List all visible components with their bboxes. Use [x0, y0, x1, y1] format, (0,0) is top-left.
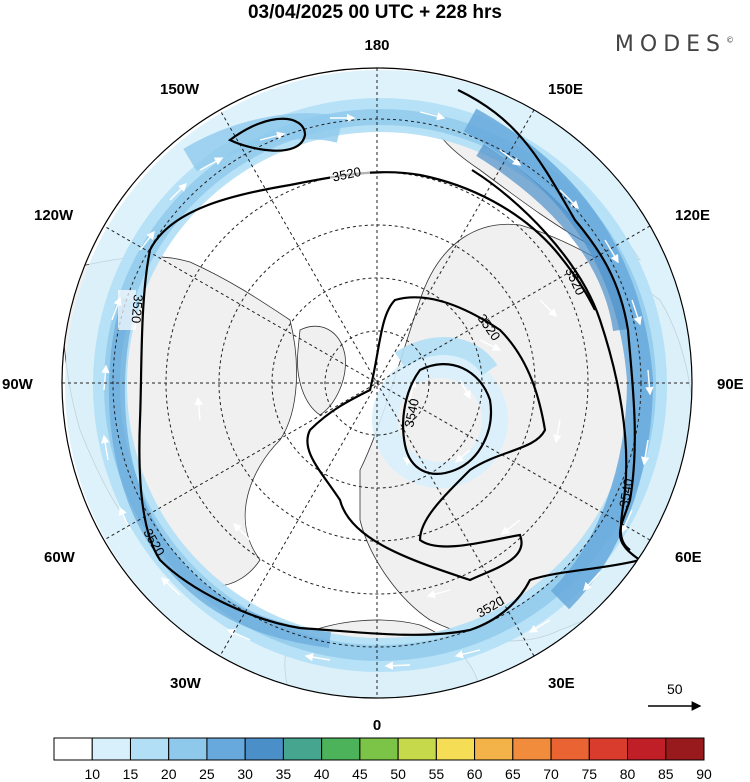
contour-label-3520-top: 3520 [331, 164, 362, 185]
lon-label-180: 180 [364, 37, 389, 54]
colorbar-swatch [282, 737, 323, 761]
colorbar-swatch [397, 737, 437, 761]
colorbar-tick-label: 80 [620, 766, 636, 782]
colorbar-tick-label: 10 [84, 766, 100, 782]
lon-label-120e: 120E [675, 207, 710, 224]
lon-label-0: 0 [373, 717, 381, 734]
colorbar-tick-label: 25 [199, 766, 215, 782]
colorbar-tick-label: 35 [276, 766, 292, 782]
greenland [297, 325, 346, 416]
colorbar-swatch [512, 737, 552, 761]
colorbar-swatch [91, 737, 131, 761]
brand-mark: © [726, 35, 734, 45]
colorbar-swatch [53, 737, 93, 761]
contour-labels: 3520 3520 3520 3520 3520 3520 3540 3540 [118, 164, 636, 621]
colorbar-swatch [129, 737, 170, 761]
colorbar: 10 15 20 25 30 35 40 45 50 55 60 65 70 75 80 85 90 [53, 737, 712, 782]
lon-label-60e: 60E [675, 549, 702, 566]
map-title: 03/04/2025 00 UTC + 228 hrs [247, 2, 503, 23]
reference-vector-label: 50 [667, 681, 683, 697]
brand-name: MODES [614, 32, 726, 57]
colorbar-swatch [206, 737, 246, 761]
contour-3540-inner [402, 363, 493, 475]
colorbar-swatch [474, 737, 514, 761]
colorbar-tick-label: 20 [161, 766, 177, 782]
colorbar-swatch [359, 737, 399, 761]
map-boundary [61, 67, 693, 699]
longitude-labels: 180 0 90W 90E 150W 120W 60W 30W 150E 120… [2, 37, 744, 734]
colorbar-tick-label: 55 [429, 766, 445, 782]
lon-label-120w: 120W [34, 207, 74, 224]
lon-label-60w: 60W [44, 549, 76, 566]
wind-shading [65, 70, 692, 698]
reference-vector: 50 [648, 681, 702, 711]
colorbar-swatch [244, 737, 284, 761]
contour-label-3540-right: 3540 [616, 477, 636, 508]
colorbar-swatch [550, 737, 590, 761]
colorbar-tick-label: 40 [314, 766, 330, 782]
colorbar-tick-label: 45 [352, 766, 368, 782]
colorbar-tick-label: 30 [237, 766, 253, 782]
colorbar-swatch [627, 737, 667, 761]
colorbar-tick-label: 50 [390, 766, 406, 782]
lon-label-30w: 30W [170, 675, 202, 692]
wind-vectors [101, 111, 654, 670]
lon-label-90e: 90E [717, 376, 744, 393]
colorbar-tick-label: 65 [505, 766, 521, 782]
colorbar-swatch [321, 737, 361, 761]
contour-3540-outer [471, 169, 631, 551]
colorbar-tick-label: 60 [467, 766, 483, 782]
map-disk [62, 68, 692, 698]
colorbar-tick-label: 15 [123, 766, 139, 782]
colorbar-tick-label: 75 [582, 766, 598, 782]
contour-label-3520-left: 3520 [128, 294, 145, 324]
colorbar-swatch [168, 737, 208, 761]
colorbar-tick-label: 90 [696, 766, 712, 782]
colorbar-swatch [435, 737, 476, 761]
colorbar-swatch [665, 737, 705, 761]
lon-label-90w: 90W [2, 376, 34, 393]
contour-3520-outer [227, 117, 307, 152]
lon-label-150e: 150E [548, 81, 583, 98]
colorbar-tick-label: 85 [658, 766, 674, 782]
colorbar-tick-label: 70 [543, 766, 559, 782]
contour-label-3540-center: 3540 [401, 397, 422, 428]
brand-logo: MODES© [615, 32, 734, 57]
lon-label-30e: 30E [548, 675, 575, 692]
contour-3520-inner [306, 296, 547, 582]
colorbar-swatch [588, 737, 629, 761]
lon-label-150w: 150W [160, 81, 200, 98]
